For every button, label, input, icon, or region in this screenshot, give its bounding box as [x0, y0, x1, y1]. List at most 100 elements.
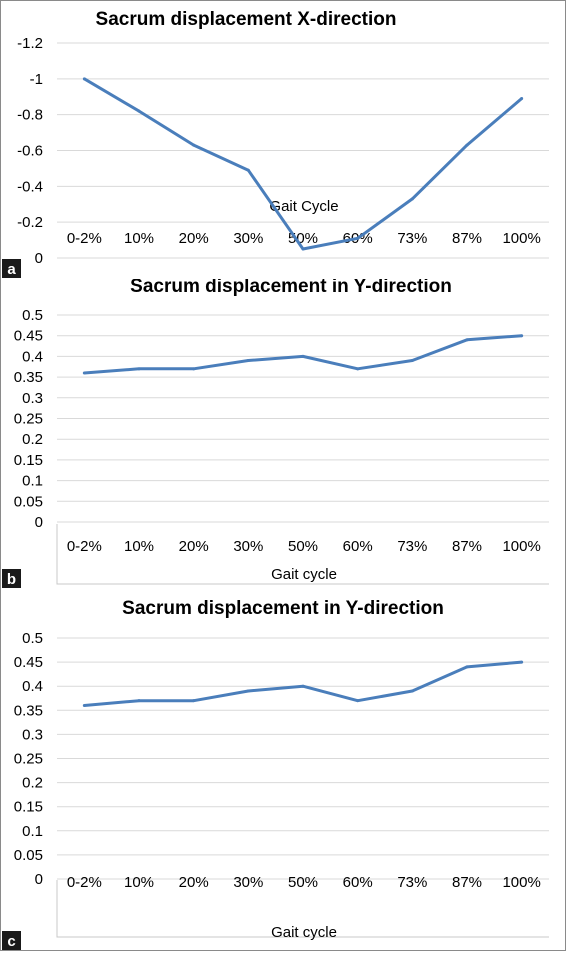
- panel-a-badge-bg: [2, 259, 21, 278]
- x-tick-label: 73%: [397, 538, 427, 555]
- data-point: [410, 197, 414, 201]
- x-tick-label: 50%: [288, 538, 318, 555]
- y-tick-label: 0.4: [22, 678, 43, 695]
- x-tick-label: 10%: [124, 230, 154, 247]
- y-tick-label: 0.5: [22, 307, 43, 324]
- x-tick-label: 10%: [124, 874, 154, 891]
- x-tick-label: 50%: [288, 874, 318, 891]
- y-tick-label: 0: [35, 871, 43, 888]
- chart-a-title: Sacrum displacement X-direction: [96, 9, 397, 30]
- y-tick-label: 0.05: [14, 847, 43, 864]
- chart-c-title: Sacrum displacement in Y-direction: [122, 598, 444, 619]
- y-tick-label: 0.25: [14, 751, 43, 768]
- data-point: [137, 367, 141, 371]
- data-point: [301, 684, 305, 688]
- data-point: [356, 367, 360, 371]
- y-tick-label: 0.3: [22, 390, 43, 407]
- data-point: [465, 665, 469, 669]
- x-tick-label: 100%: [502, 230, 540, 247]
- panel-a: Sacrum displacement X-direction -1.2 -1 -0…: [1, 1, 565, 279]
- chart-c-xlabel: Gait cycle: [271, 924, 337, 941]
- y-tick-label: 0.3: [22, 726, 43, 743]
- y-tick-label: 0.25: [14, 411, 43, 428]
- y-tick-label: 0.45: [14, 328, 43, 345]
- data-point: [410, 359, 414, 363]
- chart-b-title: Sacrum displacement in Y-direction: [130, 279, 452, 297]
- x-tick-label: 0-2%: [67, 230, 102, 247]
- x-tick-label: 100%: [502, 538, 540, 555]
- x-tick-label: 50%: [288, 230, 318, 247]
- x-tick-label: 30%: [233, 230, 263, 247]
- y-tick-label: 0.35: [14, 702, 43, 719]
- x-tick-label: 87%: [452, 874, 482, 891]
- data-point: [520, 660, 524, 664]
- data-point: [410, 689, 414, 693]
- y-tick-label: -0.8: [17, 107, 43, 124]
- chart-a: Sacrum displacement X-direction -1.2 -1 -0…: [2, 9, 549, 278]
- x-tick-label: 30%: [233, 874, 263, 891]
- data-point: [356, 699, 360, 703]
- x-tick-label: 30%: [233, 538, 263, 555]
- y-tick-label: 0: [35, 250, 43, 267]
- data-point: [465, 338, 469, 342]
- x-tick-label: 0-2%: [67, 874, 102, 891]
- data-point: [246, 359, 250, 363]
- data-point: [301, 354, 305, 358]
- chart-b-frame: [56, 524, 549, 585]
- x-tick-label: 60%: [343, 874, 373, 891]
- x-tick-label: 100%: [502, 874, 540, 891]
- data-point: [137, 109, 141, 113]
- x-tick-label: 10%: [124, 538, 154, 555]
- panel-b-badge-bg: [2, 569, 21, 588]
- x-tick-label: 0-2%: [67, 538, 102, 555]
- panel-b-badge: b: [7, 571, 16, 588]
- series-line: [84, 660, 522, 707]
- y-tick-label: 0: [35, 514, 43, 531]
- x-tick-label: 20%: [179, 874, 209, 891]
- panel-c-badge: c: [7, 933, 15, 950]
- data-point: [465, 143, 469, 147]
- panel-c-badge-bg: [2, 931, 21, 950]
- y-tick-label: -0.4: [17, 178, 43, 195]
- y-tick-label: 0.2: [22, 775, 43, 792]
- y-tick-label: 0.35: [14, 369, 43, 386]
- chart-b-xlabel: Gait cycle: [271, 566, 337, 583]
- y-tick-label: 0.2: [22, 431, 43, 448]
- panel-c: Sacrum displacement in Y-direction 0.5 0.…: [1, 591, 565, 951]
- y-tick-label: 0.1: [22, 473, 43, 490]
- y-tick-label: 0.5: [22, 630, 43, 647]
- data-point: [192, 367, 196, 371]
- y-tick-label: 0.05: [14, 493, 43, 510]
- data-point: [82, 703, 86, 707]
- y-tick-label: 0.4: [22, 348, 43, 365]
- chart-b: Sacrum displacement in Y-direction 0.5 0.…: [2, 276, 549, 588]
- data-point: [82, 77, 86, 81]
- series-line: [83, 77, 523, 251]
- data-point: [246, 168, 250, 172]
- y-tick-label: 0.15: [14, 452, 43, 469]
- x-tick-label: 60%: [343, 538, 373, 555]
- chart-c: Sacrum displacement in Y-direction 0.5 0.…: [2, 598, 549, 950]
- y-tick-label: -0.6: [17, 143, 43, 160]
- y-tick-label: -0.2: [17, 214, 43, 231]
- x-tick-label: 73%: [397, 230, 427, 247]
- chart-a-xlabel: Gait Cycle: [269, 198, 338, 215]
- y-tick-label: -1.2: [17, 35, 43, 52]
- data-point: [356, 236, 360, 240]
- x-tick-label: 73%: [397, 874, 427, 891]
- data-point: [192, 699, 196, 703]
- series-line: [84, 334, 522, 375]
- panel-a-badge: a: [7, 261, 16, 278]
- data-point: [82, 371, 86, 375]
- x-tick-label: 20%: [179, 230, 209, 247]
- panel-b: Sacrum displacement in Y-direction 0.5 0.…: [1, 276, 565, 591]
- y-tick-label: 0.45: [14, 654, 43, 671]
- y-tick-label: -1: [30, 71, 43, 88]
- x-tick-label: 20%: [179, 538, 209, 555]
- x-tick-label: 87%: [452, 230, 482, 247]
- data-point: [137, 699, 141, 703]
- chart-c-frame: [56, 880, 549, 938]
- data-point: [246, 689, 250, 693]
- y-tick-label: 0.1: [22, 823, 43, 840]
